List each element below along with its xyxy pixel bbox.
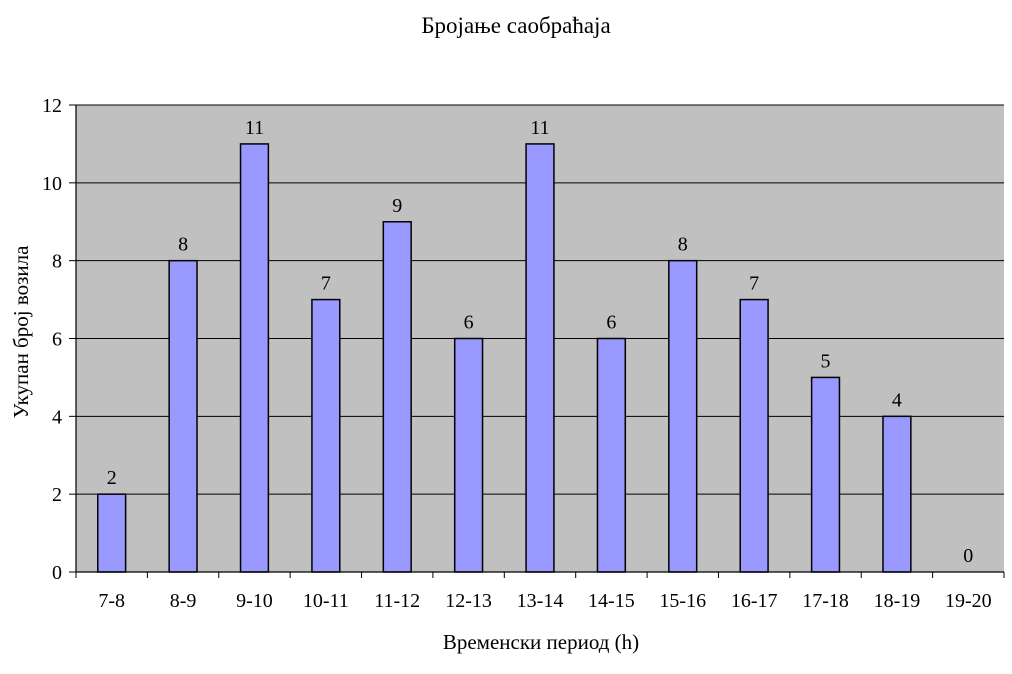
bar: [596, 337, 627, 573]
y-tick-label: 0: [52, 562, 62, 584]
x-tick-label: 7-8: [98, 590, 125, 612]
x-tick-label: 15-16: [659, 590, 706, 612]
bar: [810, 376, 841, 573]
y-tick-label: 12: [42, 95, 62, 117]
data-label: 7: [749, 273, 759, 295]
bar: [311, 298, 341, 573]
y-tick-label: 4: [52, 406, 62, 428]
bar: [525, 143, 555, 573]
x-tick-label: 16-17: [731, 590, 778, 612]
y-tick-label: 6: [52, 329, 62, 351]
x-tick-label: 18-19: [874, 590, 921, 612]
x-tick-label: 14-15: [588, 590, 635, 612]
data-label: 6: [606, 312, 616, 334]
y-tick-label: 8: [52, 251, 62, 273]
bar: [97, 493, 127, 573]
bar: [239, 143, 270, 573]
x-tick-label: 9-10: [236, 590, 273, 612]
x-axis-label: Временски период (h): [443, 630, 639, 654]
data-label: 5: [821, 350, 831, 372]
chart-title: Бројање саобраћаја: [421, 13, 610, 38]
data-label: 9: [392, 195, 402, 217]
data-label: 4: [892, 389, 902, 411]
bar: [668, 259, 698, 573]
axes: [69, 104, 1005, 578]
data-label: 11: [530, 117, 549, 139]
x-tick-label: 11-12: [374, 590, 420, 612]
x-tick-label: 12-13: [445, 590, 492, 612]
bar: [382, 221, 412, 573]
x-tick-label: 8-9: [170, 590, 197, 612]
x-tick-label: 10-11: [303, 590, 349, 612]
data-label: 2: [107, 467, 117, 489]
bar: [739, 298, 769, 573]
data-label: 8: [178, 234, 188, 256]
x-tick-label: 19-20: [945, 590, 992, 612]
data-label: 0: [963, 545, 973, 567]
data-label: 11: [245, 117, 264, 139]
bar: [168, 259, 198, 573]
y-tick-label: 10: [42, 173, 62, 195]
data-label: 6: [464, 312, 474, 334]
bar: [453, 337, 484, 573]
data-label: 8: [678, 234, 688, 256]
bar: [882, 415, 912, 573]
bars: [97, 143, 912, 573]
y-axis-label: Укупан број возила: [9, 245, 33, 419]
data-label: 7: [321, 273, 331, 295]
x-tick-label: 13-14: [517, 590, 564, 612]
x-tick-label: 17-18: [802, 590, 849, 612]
y-tick-label: 2: [52, 484, 62, 506]
labels: 0 2 4 6 8 10 12 2 7-8 8 8-9 11 9-10 7 10-11 9 11-12 6 12-1…: [42, 95, 992, 612]
